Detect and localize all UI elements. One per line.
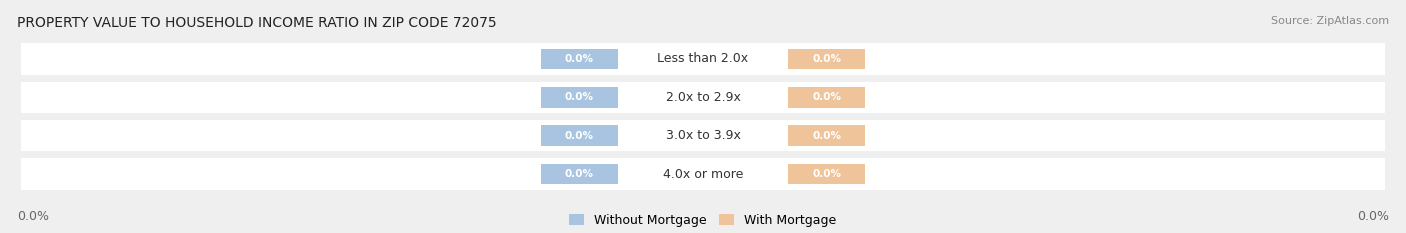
FancyBboxPatch shape [782, 162, 872, 186]
Text: 0.0%: 0.0% [17, 210, 49, 223]
Text: 0.0%: 0.0% [813, 131, 841, 141]
Text: 2.0x to 2.9x: 2.0x to 2.9x [665, 91, 741, 104]
FancyBboxPatch shape [534, 162, 624, 186]
FancyBboxPatch shape [534, 124, 624, 147]
FancyBboxPatch shape [614, 124, 792, 147]
FancyBboxPatch shape [614, 48, 792, 70]
FancyBboxPatch shape [614, 86, 792, 109]
FancyBboxPatch shape [534, 86, 624, 109]
Text: Source: ZipAtlas.com: Source: ZipAtlas.com [1271, 16, 1389, 26]
Text: 0.0%: 0.0% [565, 169, 593, 179]
Text: 4.0x or more: 4.0x or more [662, 168, 744, 181]
Text: 0.0%: 0.0% [565, 54, 593, 64]
Legend: Without Mortgage, With Mortgage: Without Mortgage, With Mortgage [569, 214, 837, 227]
FancyBboxPatch shape [782, 47, 872, 71]
Text: 3.0x to 3.9x: 3.0x to 3.9x [665, 129, 741, 142]
Text: 0.0%: 0.0% [1357, 210, 1389, 223]
Text: 0.0%: 0.0% [813, 92, 841, 102]
FancyBboxPatch shape [782, 124, 872, 147]
FancyBboxPatch shape [614, 163, 792, 185]
FancyBboxPatch shape [0, 157, 1406, 191]
FancyBboxPatch shape [0, 119, 1406, 153]
FancyBboxPatch shape [782, 86, 872, 109]
Text: Less than 2.0x: Less than 2.0x [658, 52, 748, 65]
FancyBboxPatch shape [0, 80, 1406, 114]
FancyBboxPatch shape [0, 42, 1406, 76]
Text: 0.0%: 0.0% [813, 54, 841, 64]
FancyBboxPatch shape [534, 47, 624, 71]
Text: 0.0%: 0.0% [565, 92, 593, 102]
Text: PROPERTY VALUE TO HOUSEHOLD INCOME RATIO IN ZIP CODE 72075: PROPERTY VALUE TO HOUSEHOLD INCOME RATIO… [17, 16, 496, 30]
Text: 0.0%: 0.0% [565, 131, 593, 141]
Text: 0.0%: 0.0% [813, 169, 841, 179]
